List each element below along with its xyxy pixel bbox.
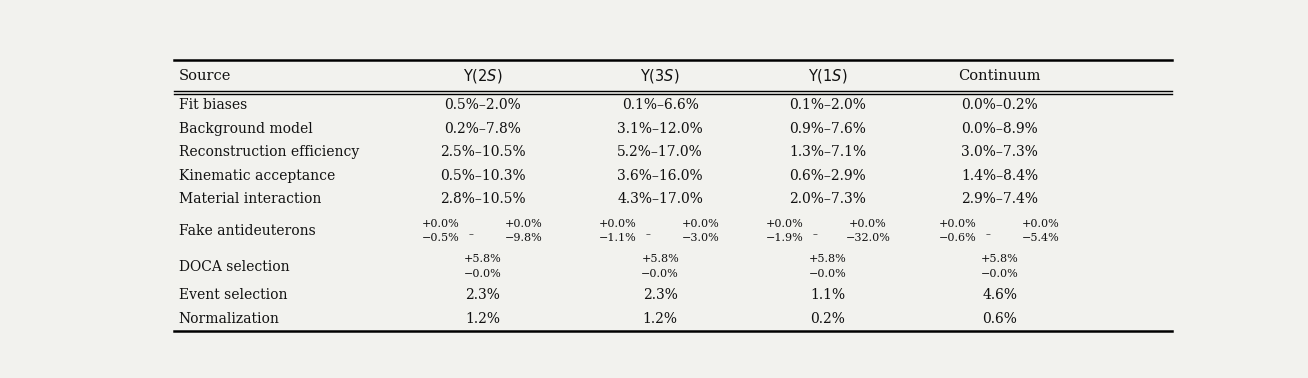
Text: +5.8%: +5.8% — [981, 254, 1019, 265]
Text: –: – — [812, 230, 818, 239]
Text: +5.8%: +5.8% — [641, 254, 679, 265]
Text: 1.1%: 1.1% — [810, 288, 845, 302]
Text: +0.0%: +0.0% — [849, 219, 887, 229]
Text: $\Upsilon(2S)$: $\Upsilon(2S)$ — [463, 68, 502, 85]
Text: +5.8%: +5.8% — [808, 254, 846, 265]
Text: 0.5%–2.0%: 0.5%–2.0% — [445, 98, 521, 112]
Text: 0.2%–7.8%: 0.2%–7.8% — [445, 121, 522, 136]
Text: 0.6%–2.9%: 0.6%–2.9% — [789, 169, 866, 183]
Text: Event selection: Event selection — [179, 288, 288, 302]
Text: 0.2%: 0.2% — [810, 312, 845, 326]
Text: Normalization: Normalization — [179, 312, 280, 326]
Text: +0.0%: +0.0% — [1022, 219, 1059, 229]
Text: 1.2%: 1.2% — [466, 312, 501, 326]
Text: −0.0%: −0.0% — [641, 269, 679, 279]
Text: DOCA selection: DOCA selection — [179, 260, 289, 274]
Text: +0.0%: +0.0% — [421, 219, 459, 229]
Text: 4.6%: 4.6% — [982, 288, 1018, 302]
Text: 2.5%–10.5%: 2.5%–10.5% — [439, 145, 526, 159]
Text: Background model: Background model — [179, 121, 313, 136]
Text: Fit biases: Fit biases — [179, 98, 247, 112]
Text: 2.3%: 2.3% — [642, 288, 678, 302]
Text: 2.0%–7.3%: 2.0%–7.3% — [789, 192, 866, 206]
Text: 4.3%–17.0%: 4.3%–17.0% — [617, 192, 704, 206]
Text: −5.4%: −5.4% — [1022, 233, 1059, 243]
Text: Kinematic acceptance: Kinematic acceptance — [179, 169, 335, 183]
Text: +0.0%: +0.0% — [505, 219, 543, 229]
Text: +5.8%: +5.8% — [464, 254, 502, 265]
Text: 0.0%–8.9%: 0.0%–8.9% — [961, 121, 1039, 136]
Text: +0.0%: +0.0% — [599, 219, 637, 229]
Text: Reconstruction efficiency: Reconstruction efficiency — [179, 145, 358, 159]
Text: 3.1%–12.0%: 3.1%–12.0% — [617, 121, 704, 136]
Text: −1.1%: −1.1% — [599, 233, 637, 243]
Text: 2.8%–10.5%: 2.8%–10.5% — [439, 192, 526, 206]
Text: −0.0%: −0.0% — [464, 269, 502, 279]
Text: +0.0%: +0.0% — [766, 219, 804, 229]
Text: Source: Source — [179, 70, 232, 84]
Text: –: – — [468, 230, 473, 239]
Text: 3.0%–7.3%: 3.0%–7.3% — [961, 145, 1039, 159]
Text: 0.0%–0.2%: 0.0%–0.2% — [961, 98, 1039, 112]
Text: +0.0%: +0.0% — [681, 219, 719, 229]
Text: −32.0%: −32.0% — [845, 233, 891, 243]
Text: Fake antideuterons: Fake antideuterons — [179, 224, 315, 238]
Text: Material interaction: Material interaction — [179, 192, 320, 206]
Text: $\Upsilon(1S)$: $\Upsilon(1S)$ — [807, 68, 848, 85]
Text: 2.9%–7.4%: 2.9%–7.4% — [961, 192, 1039, 206]
Text: –: – — [646, 230, 650, 239]
Text: −0.0%: −0.0% — [981, 269, 1019, 279]
Text: 3.6%–16.0%: 3.6%–16.0% — [617, 169, 702, 183]
Text: +0.0%: +0.0% — [938, 219, 976, 229]
Text: 0.9%–7.6%: 0.9%–7.6% — [789, 121, 866, 136]
Text: Continuum: Continuum — [959, 70, 1041, 84]
Text: −3.0%: −3.0% — [681, 233, 719, 243]
Text: −1.9%: −1.9% — [766, 233, 804, 243]
Text: 1.4%–8.4%: 1.4%–8.4% — [961, 169, 1039, 183]
Text: 2.3%: 2.3% — [466, 288, 500, 302]
Text: 0.1%–6.6%: 0.1%–6.6% — [621, 98, 698, 112]
Text: 1.2%: 1.2% — [642, 312, 678, 326]
Text: −9.8%: −9.8% — [505, 233, 543, 243]
Text: −0.0%: −0.0% — [808, 269, 846, 279]
Text: –: – — [985, 230, 990, 239]
Text: 0.5%–10.3%: 0.5%–10.3% — [439, 169, 526, 183]
Text: −0.5%: −0.5% — [421, 233, 459, 243]
Text: $\Upsilon(3S)$: $\Upsilon(3S)$ — [641, 68, 680, 85]
Text: 1.3%–7.1%: 1.3%–7.1% — [789, 145, 866, 159]
Text: 0.1%–2.0%: 0.1%–2.0% — [789, 98, 866, 112]
Text: 5.2%–17.0%: 5.2%–17.0% — [617, 145, 704, 159]
Text: 0.6%: 0.6% — [982, 312, 1018, 326]
Text: −0.6%: −0.6% — [938, 233, 976, 243]
